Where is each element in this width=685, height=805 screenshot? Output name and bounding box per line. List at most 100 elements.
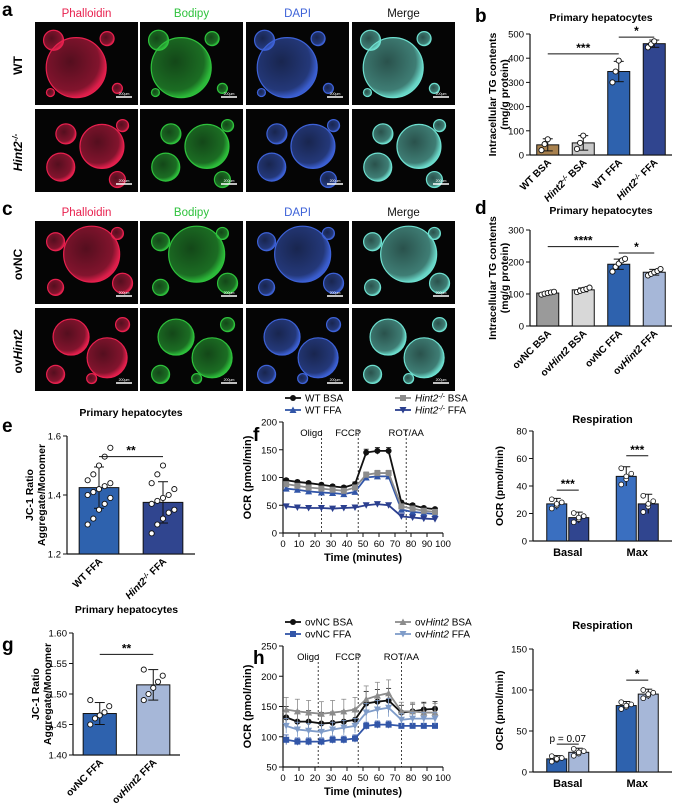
marker xyxy=(385,689,393,697)
data-point xyxy=(165,509,172,516)
x-tick-label: 100 xyxy=(435,773,451,784)
scale-bar-label: 200μm xyxy=(330,291,341,295)
bar xyxy=(571,289,595,327)
y-tick-label: 200 xyxy=(508,258,524,269)
marker xyxy=(329,736,336,743)
marker xyxy=(431,516,439,523)
marker xyxy=(305,727,313,735)
data-point xyxy=(95,462,103,469)
chart-e: e Primary hepatocytes JC-1 Ratio Aggregate/… xyxy=(2,407,195,602)
data-point xyxy=(148,500,155,507)
micrograph-bodipy-1: 200μm xyxy=(140,308,243,391)
channel-label-bodipy: Bodipy xyxy=(174,8,209,20)
significance-label: ** xyxy=(122,641,132,655)
data-point xyxy=(154,471,161,478)
data-point xyxy=(541,141,548,148)
marker xyxy=(385,447,392,454)
injection-label: ROT/AA xyxy=(389,428,425,439)
marker xyxy=(282,485,290,492)
y-tick-label: 0 xyxy=(522,537,527,548)
data-point xyxy=(140,697,147,704)
legend-label: ovNC FFA xyxy=(305,630,351,641)
micrograph-bodipy-1: 200μm xyxy=(140,109,243,192)
marker xyxy=(409,505,416,512)
micrograph-bodipy-0: 200μm xyxy=(140,22,243,105)
micrograph-bodipy-0: 200μm xyxy=(140,221,243,304)
marker xyxy=(351,722,359,730)
x-tick-label: 20 xyxy=(310,539,321,550)
chart-title: Respiration xyxy=(572,620,633,632)
data-point xyxy=(107,444,114,451)
channel-label-merge: Merge xyxy=(387,8,420,20)
data-point xyxy=(573,145,581,152)
series xyxy=(283,469,438,515)
micrograph-phalloidin-0: 200μm xyxy=(35,221,138,304)
data-point xyxy=(548,505,555,512)
data-point xyxy=(650,689,657,696)
data-point xyxy=(618,481,625,488)
panel-label-e: e xyxy=(2,416,13,437)
marker xyxy=(409,508,417,515)
x-tick-label: ovHint2 FFA xyxy=(110,757,159,805)
y-tick-label: 100 xyxy=(261,473,277,484)
marker xyxy=(283,736,290,743)
micrograph-dapi-0: 200μm xyxy=(246,221,349,304)
scale-bar-label: 200μm xyxy=(436,179,447,183)
y-tick-label: 1.50 xyxy=(49,690,68,701)
panel-label-a: a xyxy=(2,0,13,21)
data-point xyxy=(107,494,114,502)
marker xyxy=(290,631,296,637)
bar xyxy=(637,693,659,773)
marker xyxy=(362,695,370,703)
data-point xyxy=(570,510,577,516)
data-point xyxy=(87,697,94,704)
x-tick-label: 30 xyxy=(326,539,337,550)
row-label-0: WT xyxy=(11,56,25,75)
marker xyxy=(282,503,290,510)
data-point xyxy=(154,678,162,685)
y-axis-label: OCR (pmol/min) xyxy=(494,446,506,526)
chart-g: g Primary hepatocytes JC-1 Ratio Aggregate/… xyxy=(2,604,180,805)
data-point xyxy=(570,519,577,526)
marker xyxy=(363,471,370,478)
y-axis-label: Intracellular TG contents xyxy=(487,32,499,156)
marker xyxy=(305,709,313,716)
panel-label-g: g xyxy=(2,635,14,656)
marker xyxy=(282,706,290,713)
data-point xyxy=(101,500,108,507)
marker xyxy=(340,707,348,715)
channel-label-phalloidin: Phalloidin xyxy=(62,8,112,20)
legend-label: ovNC BSA xyxy=(305,618,353,629)
data-point xyxy=(645,501,652,507)
data-point xyxy=(159,494,167,502)
marker xyxy=(409,722,416,729)
x-tick-label: 50 xyxy=(358,773,369,784)
marker xyxy=(399,407,407,414)
y-tick-label: 50 xyxy=(266,763,277,774)
panel-label-c: c xyxy=(2,199,13,220)
panel-label-b: b xyxy=(475,6,487,27)
scale-bar-label: 200μm xyxy=(436,291,447,295)
y-tick-label: 500 xyxy=(508,30,524,41)
y-tick-label: 1.55 xyxy=(49,659,68,670)
x-tick-label: 60 xyxy=(374,539,385,550)
y-tick-label: 60 xyxy=(516,454,527,465)
micrograph-dapi-1: 200μm xyxy=(246,109,349,192)
marker xyxy=(363,722,370,729)
injection-label: FCCP xyxy=(335,652,361,663)
significance-label: p = 0.07 xyxy=(550,734,587,745)
marker xyxy=(290,395,296,401)
x-tick-label: 70 xyxy=(390,539,401,550)
micrograph-dapi-1: 200μm xyxy=(246,308,349,391)
data-point xyxy=(96,712,103,719)
marker xyxy=(373,706,381,714)
data-point xyxy=(577,139,584,146)
x-tick-label: Basal xyxy=(553,778,582,790)
data-point xyxy=(165,491,172,499)
x-tick-label: Max xyxy=(627,547,649,559)
marker xyxy=(351,706,359,713)
legend-label: WT FFA xyxy=(305,406,342,417)
significance-label: * xyxy=(634,24,639,38)
y-tick-label: 250 xyxy=(261,642,277,653)
data-point xyxy=(618,465,625,472)
